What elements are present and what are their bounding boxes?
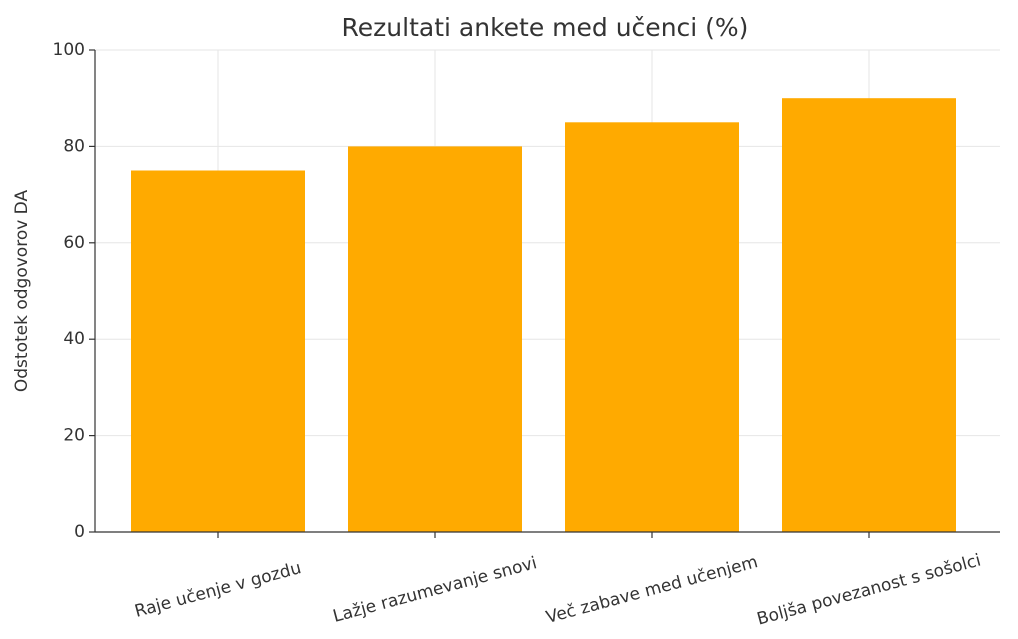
y-axis-label: Odstotek odgovorov DA <box>12 190 32 393</box>
bar <box>782 98 956 532</box>
bar <box>131 170 305 532</box>
chart-title: Rezultati ankete med učenci (%) <box>342 13 749 42</box>
bar <box>348 146 522 532</box>
x-tick-label: Lažje razumevanje snovi <box>331 553 539 627</box>
y-tick-label: 60 <box>63 233 85 253</box>
x-tick-label: Več zabave med učenjem <box>544 552 760 628</box>
bar <box>565 122 739 533</box>
y-tick-label: 80 <box>63 136 85 156</box>
y-tick-label: 40 <box>63 329 85 349</box>
y-tick-label: 20 <box>63 426 85 446</box>
y-tick-label: 0 <box>74 522 85 542</box>
x-tick-label: Raje učenje v gozdu <box>133 558 304 622</box>
x-tick-label: Boljša povezanost s sošolci <box>755 550 983 629</box>
y-tick-label: 100 <box>53 40 85 60</box>
